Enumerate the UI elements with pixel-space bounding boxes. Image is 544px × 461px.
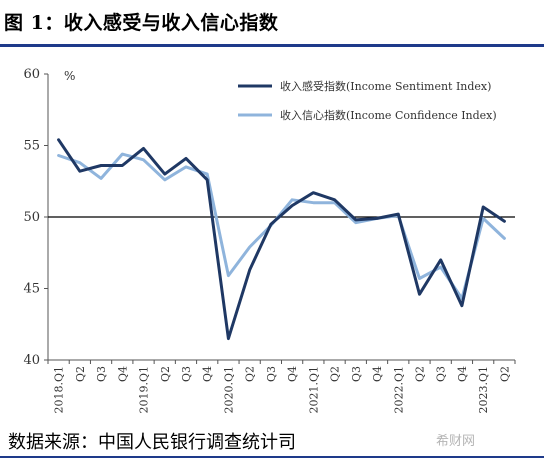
x-tick-label: Q2 <box>329 366 342 382</box>
legend: 收入感受指数(Income Sentiment Index) 收入信心指数(Inc… <box>238 79 497 122</box>
x-tick-label: 2023.Q1 <box>477 366 490 414</box>
watermark: 希财网 <box>436 434 476 449</box>
x-tick-label: Q4 <box>371 366 384 382</box>
x-tick-label: Q2 <box>74 366 87 382</box>
x-tick-label: Q2 <box>413 366 426 382</box>
y-tick-label: 60 <box>23 67 40 82</box>
x-tick-label: Q3 <box>350 366 363 382</box>
x-tick-label: 2020.Q1 <box>222 366 235 414</box>
legend-label: 收入感受指数(Income Sentiment Index) <box>280 79 491 93</box>
series-line-1 <box>57 152 506 300</box>
x-tick-label: Q3 <box>180 366 193 382</box>
x-tick-label: Q2 <box>498 366 511 382</box>
y-tick-label: 55 <box>23 139 40 154</box>
x-tick-label: Q4 <box>456 366 469 382</box>
y-axis-unit: % <box>64 69 75 83</box>
x-tick-label: 2019.Q1 <box>138 366 151 414</box>
bottom-rule <box>0 456 544 458</box>
y-tick-label: 45 <box>23 282 40 297</box>
top-rule <box>0 44 544 47</box>
figure-title: 图 1：收入感受与收入信心指数 <box>4 12 279 34</box>
x-tick-label: Q4 <box>201 366 214 382</box>
x-tick-label: Q4 <box>116 366 129 382</box>
series-layer <box>57 138 506 341</box>
source-note: 数据来源：中国人民银行调查统计司 <box>8 432 296 453</box>
axes-layer: 40 45 50 55 60 % 2018.Q1 Q2 Q3 Q4 2019.Q1 Q2 Q3 Q4 202… <box>23 67 516 414</box>
x-tick-label: Q3 <box>95 366 108 382</box>
x-tick-label: 2021.Q1 <box>307 366 320 414</box>
y-tick-label: 50 <box>23 210 40 225</box>
x-tick-label: 2022.Q1 <box>392 366 405 414</box>
legend-label: 收入信心指数(Income Confidence Index) <box>280 108 497 122</box>
y-tick-label: 40 <box>23 353 40 368</box>
x-tick-label: Q2 <box>159 366 172 382</box>
x-tick-label: 2018.Q1 <box>53 366 66 414</box>
x-tick-label: Q3 <box>265 366 278 382</box>
x-tick-label: Q2 <box>244 366 257 382</box>
x-tick-label: Q4 <box>286 366 299 382</box>
series-line-0 <box>57 138 506 341</box>
line-chart: 40 45 50 55 60 % 2018.Q1 Q2 Q3 Q4 2019.Q1 Q2 Q3 Q4 202… <box>23 67 516 414</box>
x-tick-label: Q3 <box>435 366 448 382</box>
